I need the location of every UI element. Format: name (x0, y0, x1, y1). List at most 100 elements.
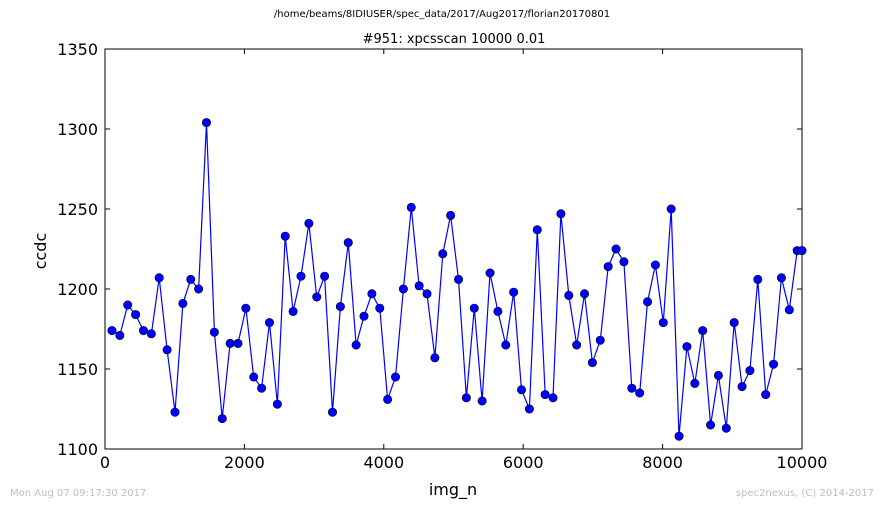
data-point (170, 407, 180, 417)
data-point (430, 353, 440, 363)
x-axis-label: img_n (429, 480, 477, 500)
data-point (359, 311, 369, 321)
data-point (469, 303, 479, 313)
x-tick-label: 6000 (503, 453, 544, 472)
data-point (107, 326, 117, 336)
data-point (603, 262, 613, 272)
data-point (351, 340, 361, 350)
data-series (107, 118, 807, 441)
x-tick-label: 0 (100, 453, 110, 472)
data-point (587, 358, 597, 368)
data-point (595, 335, 605, 345)
data-point (650, 260, 660, 270)
data-point (194, 284, 204, 294)
x-tick-label: 4000 (363, 453, 404, 472)
data-point (524, 404, 534, 414)
y-tick-label: 1100 (57, 440, 98, 459)
data-point (209, 327, 219, 337)
x-tick-label: 2000 (224, 453, 265, 472)
data-point (154, 273, 164, 283)
data-point (776, 273, 786, 283)
plot-frame (104, 48, 803, 450)
data-point (328, 407, 338, 417)
data-point (454, 274, 464, 284)
file-path-title: /home/beams/8IDIUSER/spec_data/2017/Aug2… (273, 9, 611, 20)
data-point (438, 249, 448, 259)
data-point (123, 300, 133, 310)
data-point (115, 330, 125, 340)
data-point (635, 388, 645, 398)
data-point (233, 338, 243, 348)
data-point (422, 289, 432, 299)
timestamp-footer: Mon Aug 07 09:17:30 2017 (10, 488, 147, 499)
data-point (201, 118, 211, 128)
x-tick-label: 10000 (777, 453, 828, 472)
y-tick-label: 1150 (57, 360, 98, 379)
data-point (517, 385, 527, 395)
data-point (674, 431, 684, 441)
data-point (745, 366, 755, 376)
data-point (296, 271, 306, 281)
data-point (335, 302, 345, 312)
data-point (548, 393, 558, 403)
data-point (729, 318, 739, 328)
data-point (485, 268, 495, 278)
data-point (501, 340, 511, 350)
data-point (627, 383, 637, 393)
data-point (721, 423, 731, 433)
data-point (509, 287, 519, 297)
data-point (753, 274, 763, 284)
data-point (288, 306, 298, 316)
data-point (682, 342, 692, 352)
data-point (225, 338, 235, 348)
credit-footer: spec2nexus, (C) 2014-2017 (735, 488, 874, 499)
data-point (556, 209, 566, 219)
y-tick-label: 1250 (57, 200, 98, 219)
data-point (280, 231, 290, 241)
data-point (312, 292, 322, 302)
data-point (186, 274, 196, 284)
data-point (162, 345, 172, 355)
data-point (375, 303, 385, 313)
data-point (493, 306, 503, 316)
data-point (690, 378, 700, 388)
axis-ticks: 0 2000 4000 6000 8000 10000 1100 1150 1200 1250 13… (57, 40, 827, 472)
data-point (564, 290, 574, 300)
data-point (391, 372, 401, 382)
data-point (131, 310, 141, 320)
data-point (146, 329, 156, 339)
data-point (737, 382, 747, 392)
data-point (304, 218, 314, 228)
data-point (761, 390, 771, 400)
data-point (367, 289, 377, 299)
data-point (580, 289, 590, 299)
data-point (398, 284, 408, 294)
data-point (658, 318, 668, 328)
y-tick-label: 1300 (57, 120, 98, 139)
data-point (446, 210, 456, 220)
data-point (320, 271, 330, 281)
data-point (264, 318, 274, 328)
data-point (532, 225, 542, 235)
chart-title: #951: xpcsscan 10000 0.01 (363, 32, 546, 47)
data-point (643, 297, 653, 307)
data-point (241, 303, 251, 313)
data-point (272, 399, 282, 409)
data-point (217, 414, 227, 424)
y-tick-label: 1200 (57, 280, 98, 299)
data-point (178, 298, 188, 308)
data-point (257, 383, 267, 393)
data-point (769, 359, 779, 369)
data-point (666, 204, 676, 214)
data-point (797, 246, 807, 256)
data-point (249, 372, 259, 382)
data-point (477, 396, 487, 406)
data-point (572, 340, 582, 350)
data-point (540, 390, 550, 400)
data-point (414, 281, 424, 291)
data-point (383, 394, 393, 404)
data-point (619, 257, 629, 267)
data-point (461, 393, 471, 403)
data-point (406, 202, 416, 212)
